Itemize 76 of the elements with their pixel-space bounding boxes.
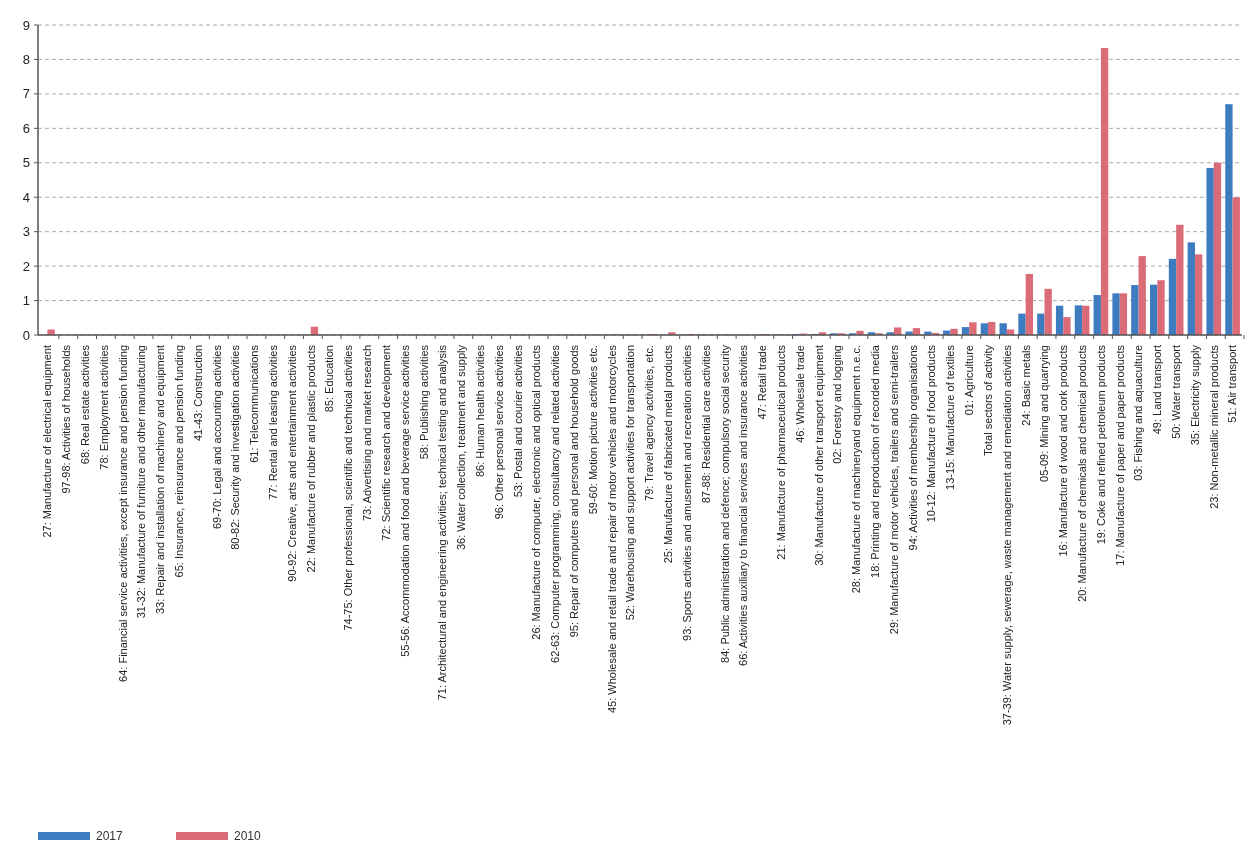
x-tick-label: 18: Printing and reproduction of recorded media (869, 344, 882, 578)
x-tick-label: 27: Manufacture of electrical equipment (41, 345, 54, 538)
x-tick-label: 77: Rental and leasing activities (267, 344, 280, 500)
x-tick-label: 59-60: Motion picture activities etc. (586, 345, 599, 515)
x-tick-label: 62-63: Computer programming, consultancy and related activities (549, 344, 562, 663)
x-tick-label: 52: Warehousing and support activities for transportation (624, 345, 637, 621)
x-tick-label: 85: Education (323, 345, 336, 413)
x-tick-label: 10-12: Manufacture of food products (925, 344, 938, 523)
y-tick-label: 7 (22, 86, 30, 102)
x-tick-label: 65: Insurance, reinsurance and pension funding (172, 345, 185, 578)
x-tick-label: 71: Architectural and engineering activities; technical testing and analysis (436, 344, 449, 701)
x-tick-label: 94: Activities of membership organisations (906, 344, 919, 551)
x-tick-label: 68: Real estate activities (78, 344, 91, 465)
x-tick-label: 35: Electricity supply (1188, 344, 1201, 446)
x-tick-label: 33: Repair and installation of machinery and equipment (154, 345, 167, 615)
x-tick-label: 21: Manufacture of pharmaceutical products (774, 344, 787, 560)
x-tick-label: 30: Manufacture of other transport equipment (812, 345, 825, 566)
x-tick-label: 20: Manufacture of chemicals and chemical products (1075, 344, 1088, 602)
x-tick-label: 26: Manufacture of computer, electronic and optical products (530, 344, 543, 640)
x-tick-label: 95: Repair of computers and personal and household goods (568, 344, 581, 638)
y-tick-label: 6 (22, 120, 30, 136)
x-tick-label: 97-98: Activities of households (60, 344, 73, 494)
x-tick-label: 41-43: Construction (191, 345, 204, 441)
y-tick-label: 5 (22, 155, 30, 171)
x-tick-label: 86: Human health activities (473, 344, 486, 478)
x-tick-label: Total sectors of activity (981, 344, 994, 456)
x-tick-label: 74-75: Other professional, scientific and technical activities (342, 344, 355, 631)
x-tick-label: 64: Financial service activities, except insurance and pension funding (116, 345, 129, 682)
y-tick-label: 3 (22, 224, 30, 240)
x-tick-label: 90-92: Creative, arts and entertainment activities (285, 344, 298, 582)
y-tick-label: 2 (22, 258, 30, 274)
x-tick-label: 29: Manufacture of motor vehicles, trailers and semi-trailers (887, 344, 900, 635)
x-tick-label: 23: Non-metallic mineral products (1207, 344, 1220, 509)
x-tick-label: 28: Manufacture of machineryand equipment n.e.c. (850, 345, 863, 594)
x-tick-label: 47: Retail trade (756, 345, 769, 420)
y-tick-label: 8 (22, 51, 30, 67)
x-tick-label: 55-56: Accommodation and food and beverage service activities (398, 344, 411, 657)
x-tick-label: 05-09: Mining and quarrying (1038, 345, 1051, 482)
x-tick-label: 50: Water transport (1170, 345, 1183, 439)
x-tick-label: 79: Travel agency activities, etc. (643, 345, 656, 501)
legend-label: 2010 (234, 829, 262, 844)
x-tick-label: 45: Wholesale and retail trade and repair of motor vehicles and motorcycles (605, 344, 618, 714)
x-tick-label: 96: Other personal service activities (492, 344, 505, 520)
x-tick-label: 87-88: Residential care activities (699, 344, 712, 504)
x-tick-label: 53: Postal and courier activities (511, 344, 524, 498)
y-tick-label: 0 (22, 327, 30, 343)
x-tick-label: 31-32: Manufacture of furniture and other manufacturing (135, 345, 148, 619)
x-tick-label: 25: Manufacture of fabricated metal products (662, 344, 675, 564)
x-tick-label: 78: Employment activities (97, 344, 110, 470)
x-tick-label: 80-82: Security and investigation activities (229, 344, 242, 550)
x-tick-label: 61: Telecommunications (248, 344, 261, 463)
x-tick-label: 93: Sports activities and amusement and recreation activities (680, 344, 693, 641)
x-tick-label: 36: Water collection, treatment and supply (455, 344, 468, 551)
x-tick-label: 16: Manufacture of wood and cork products (1057, 344, 1070, 557)
x-tick-label: 37-39: Water supply, sewerage, waste management and remediation activities (1000, 344, 1013, 726)
x-tick-label: 66: Activities auxiliary to financial services and insurance activities (737, 344, 750, 666)
x-tick-label: 73: Advertising and market research (361, 345, 374, 522)
x-tick-label: 58: Publishing activities (417, 344, 430, 460)
x-tick-label: 02: Forestry and logging (831, 345, 844, 464)
y-tick-label: 9 (22, 17, 30, 33)
x-tick-label: 13-15: Manufacture of textiles (944, 344, 957, 490)
x-tick-label: 69-70: Legal and accounting activities (210, 344, 223, 530)
x-tick-label: 03: Fishing and aquaculture (1132, 345, 1145, 481)
x-tick-label: 19: Coke and refined petroleum products (1094, 344, 1107, 545)
y-tick-label: 1 (22, 293, 30, 309)
x-tick-label: 84: Public administration and defence; compulsory social security (718, 344, 731, 663)
x-tick-label: 72: Scientific research and development (379, 345, 392, 541)
x-tick-label: 49: Land transport (1151, 345, 1164, 435)
x-tick-label: 51: Air transport (1226, 345, 1239, 423)
y-tick-label: 4 (22, 189, 30, 205)
x-tick-label: 46: Wholesale trade (793, 345, 806, 443)
x-tick-label: 01: Agriculture (963, 345, 976, 416)
x-tick-label: 24: Basic metals (1019, 344, 1032, 426)
x-tick-label: 17: Manufacture of paper and paper products (1113, 344, 1126, 566)
x-tick-label: 22: Manufacture of rubber and plastic products (304, 344, 317, 573)
legend-label: 2017 (96, 829, 124, 844)
